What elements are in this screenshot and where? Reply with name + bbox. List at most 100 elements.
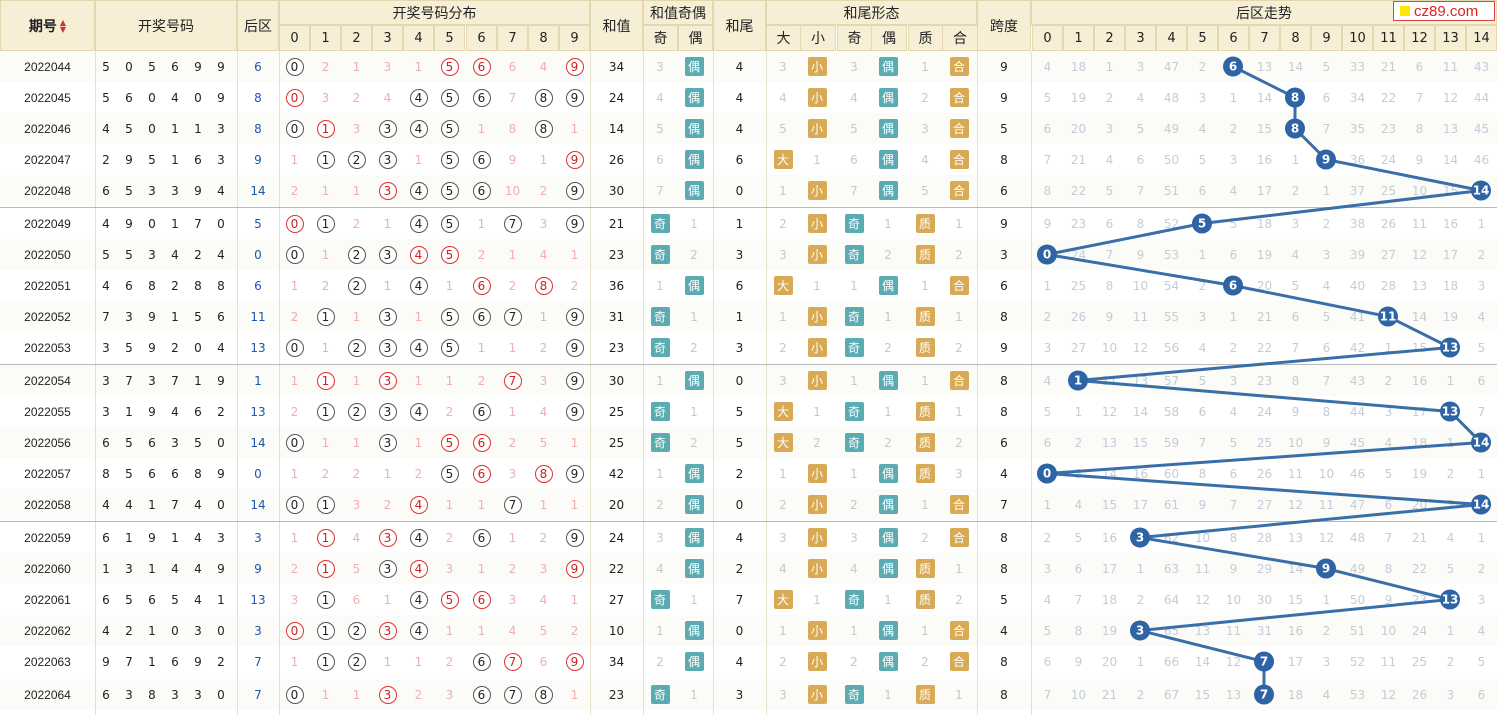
- form-cell: 1: [766, 175, 800, 206]
- miss-count: 1: [570, 247, 579, 262]
- trend-miss-count: 25: [1411, 654, 1428, 669]
- trend-miss-count: 8: [1043, 183, 1052, 198]
- draw-digit: 3: [217, 121, 225, 136]
- draw-digit: 1: [171, 530, 179, 545]
- dist-cell: 0: [279, 208, 310, 239]
- trend-miss-count: 43: [1349, 373, 1366, 388]
- span-value: 8: [1000, 373, 1008, 388]
- header-tail-form: 和尾形态: [766, 0, 977, 25]
- dist-cell: 6: [466, 51, 497, 82]
- drawn-ball: 5: [440, 150, 459, 169]
- dist-cell: 0: [279, 489, 310, 520]
- trend-miss-count: 8: [1105, 278, 1114, 293]
- span-value: 8: [1000, 654, 1008, 669]
- form-tag: 质: [915, 464, 935, 483]
- header-dist-col: 8: [528, 25, 559, 51]
- column-divider: [1031, 51, 1032, 715]
- miss-count: 3: [850, 530, 858, 545]
- draw-digit: 5: [148, 152, 156, 167]
- form-cell: 合: [942, 113, 976, 144]
- form-tag: 合: [949, 119, 969, 138]
- trend-miss-count: 50: [1163, 152, 1180, 167]
- trend-miss-count: 44: [1349, 404, 1366, 419]
- miss-count: 8: [508, 121, 517, 136]
- miss-count: 1: [539, 152, 548, 167]
- sum-value: 25: [608, 435, 625, 450]
- miss-count: 1: [539, 309, 548, 324]
- trend-miss-count: 5: [1043, 623, 1052, 638]
- header-issue[interactable]: 期号 ▲ ▼: [0, 0, 95, 51]
- drawn-ball: 2: [347, 276, 366, 295]
- miss-count: 3: [850, 59, 858, 74]
- back-number: 11: [250, 309, 266, 324]
- miss-count: 2: [321, 278, 330, 293]
- repeat-ball: 1: [316, 119, 335, 138]
- trend-miss-count: 28: [1256, 530, 1273, 545]
- miss-count: 1: [813, 404, 821, 419]
- miss-count: 1: [955, 309, 963, 324]
- trend-miss-count: 12: [1194, 592, 1211, 607]
- form-cell: 偶: [677, 51, 711, 82]
- trend-miss-count: 53: [1349, 687, 1366, 702]
- miss-count: 1: [570, 592, 579, 607]
- site-logo[interactable]: cz89.com: [1393, 1, 1495, 21]
- trend-miss-count: 16: [1256, 152, 1273, 167]
- dist-cell: 6: [466, 679, 497, 710]
- form-tag: 奇: [844, 338, 864, 357]
- miss-count: 1: [813, 278, 821, 293]
- form-cell: 质: [908, 427, 942, 458]
- form-cell: 奇: [643, 427, 677, 458]
- miss-count: 1: [414, 152, 423, 167]
- miss-count: 4: [539, 247, 548, 262]
- miss-count: 5: [921, 183, 929, 198]
- sum-value: 23: [608, 247, 625, 262]
- dist-cell: 6: [466, 175, 497, 206]
- form-tag: 偶: [684, 464, 704, 483]
- issue-number: 2022061: [24, 592, 71, 607]
- form-tag: 合: [949, 495, 969, 514]
- miss-count: 2: [445, 404, 454, 419]
- dist-cell: 5: [434, 301, 465, 332]
- draw-digit: 8: [194, 466, 202, 481]
- sum-value: 30: [608, 183, 625, 198]
- repeat-ball: 9: [565, 57, 584, 76]
- form-tag: 奇: [650, 214, 670, 233]
- miss-count: 1: [955, 404, 963, 419]
- dist-cell: 2: [466, 239, 497, 270]
- miss-count: 5: [539, 435, 548, 450]
- form-tag: 奇: [650, 685, 670, 704]
- form-cell: 偶: [677, 82, 711, 113]
- trend-miss-count: 7: [1229, 497, 1238, 512]
- trend-miss-count: 8: [1322, 404, 1331, 419]
- draw-digit: 2: [125, 623, 133, 638]
- trend-miss-count: 20: [1256, 278, 1273, 293]
- trend-miss-count: 4: [1136, 90, 1145, 105]
- form-tag: 质: [915, 433, 935, 452]
- trend-miss-count: 12: [1442, 90, 1459, 105]
- miss-count: 1: [290, 654, 299, 669]
- draw-digit: 4: [102, 497, 110, 512]
- trend-miss-count: 12: [1411, 247, 1428, 262]
- draw-digit: 8: [148, 278, 156, 293]
- repeat-ball: 6: [472, 276, 491, 295]
- form-cell: 小: [800, 489, 834, 520]
- dist-cell: 6: [497, 51, 528, 82]
- miss-count: 3: [290, 592, 299, 607]
- sum-value: 23: [608, 340, 625, 355]
- sort-arrows-icon[interactable]: ▲ ▼: [59, 17, 67, 34]
- dist-cell: 9: [559, 365, 590, 396]
- drawn-ball: 6: [472, 685, 491, 704]
- miss-count: 1: [690, 309, 698, 324]
- trend-miss-count: 1: [1043, 278, 1052, 293]
- trend-miss-count: 48: [1163, 90, 1180, 105]
- miss-count: 1: [477, 497, 486, 512]
- dist-cell: 6: [528, 646, 559, 677]
- drawn-ball: 7: [503, 685, 522, 704]
- dist-cell: 9: [559, 175, 590, 206]
- miss-count: 5: [352, 561, 361, 576]
- drawn-ball: 9: [565, 464, 584, 483]
- miss-count: 1: [850, 373, 858, 388]
- miss-count: 2: [884, 340, 892, 355]
- trend-miss-count: 17: [1442, 247, 1459, 262]
- trend-miss-count: 27: [1070, 340, 1087, 355]
